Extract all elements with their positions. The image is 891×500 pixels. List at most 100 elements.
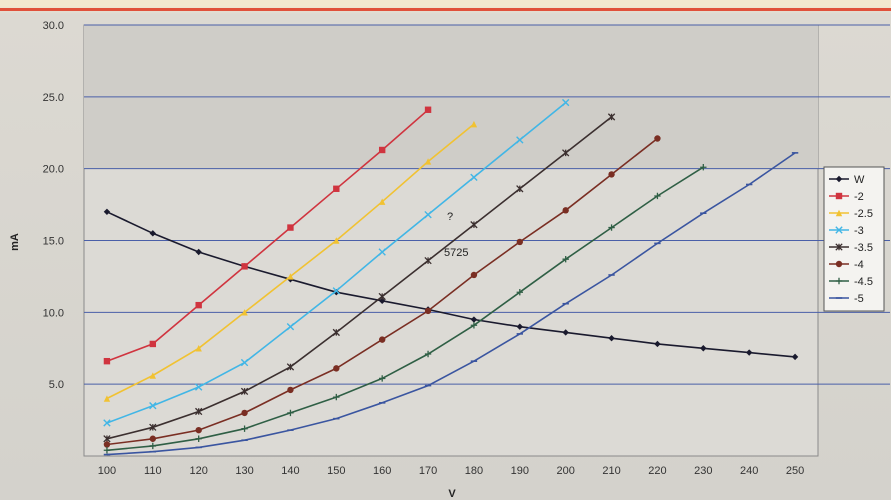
legend-item: -2.5	[829, 208, 873, 220]
x-tick-label: 190	[511, 465, 529, 477]
data-point	[240, 387, 249, 396]
x-tick-label: 110	[144, 465, 162, 477]
legend-marker	[835, 277, 843, 285]
data-point	[195, 407, 203, 416]
data-point	[333, 393, 340, 401]
data-point	[286, 363, 295, 371]
data-point	[333, 365, 340, 372]
legend-item: W	[829, 174, 865, 186]
data-point	[195, 435, 202, 442]
series--2	[103, 106, 432, 365]
data-point	[241, 425, 248, 432]
legend-item: -4.5	[829, 276, 873, 288]
data-point	[562, 207, 569, 214]
data-point	[149, 423, 157, 431]
series-line	[106, 166, 704, 452]
data-point	[149, 372, 157, 379]
legend-label: -2	[854, 191, 864, 203]
data-point	[470, 221, 478, 229]
data-point	[378, 375, 386, 382]
legend-marker	[835, 226, 843, 234]
data-point	[195, 426, 202, 434]
x-axis-label: V	[448, 488, 456, 500]
series--5	[103, 152, 799, 456]
data-point	[470, 316, 478, 323]
data-point	[194, 383, 203, 391]
x-tick-label: 100	[98, 465, 116, 477]
data-point	[287, 409, 294, 417]
data-point	[424, 350, 432, 358]
data-point	[516, 238, 524, 246]
x-tick-label: 240	[740, 465, 758, 477]
legend-item: -4	[829, 259, 864, 271]
data-point	[516, 185, 524, 193]
legend-marker	[835, 243, 843, 251]
data-point	[378, 198, 386, 205]
y-tick-labels: 5.0 10.0 15.0 20.0 25.0 30.0	[43, 20, 64, 391]
legend: W -2 -2.5 -3 -3.5 -4 -4.5 -5	[823, 166, 885, 312]
data-point	[424, 256, 432, 265]
x-tick-label: 120	[190, 465, 208, 477]
data-point	[424, 307, 432, 315]
annotation-5725: 5725	[444, 247, 468, 259]
data-point	[149, 442, 157, 450]
data-point	[516, 136, 524, 144]
data-point	[424, 210, 432, 219]
y-tick-label: 25.0	[43, 92, 64, 104]
data-point	[149, 340, 157, 348]
data-point	[149, 230, 157, 237]
legend-label: -4	[854, 259, 864, 271]
y-tick-label: 10.0	[43, 307, 64, 319]
data-point	[195, 301, 202, 309]
data-point	[195, 248, 202, 256]
data-point	[700, 164, 707, 171]
data-point	[745, 349, 753, 356]
grid	[84, 24, 890, 385]
legend-label: W	[854, 174, 865, 186]
data-point	[103, 357, 111, 365]
legend-marker	[835, 260, 843, 268]
data-point	[562, 329, 569, 336]
legend-label: -2.5	[854, 208, 873, 220]
legend-marker	[835, 175, 843, 183]
data-point	[149, 402, 157, 410]
data-point	[516, 289, 524, 296]
data-point	[103, 208, 111, 215]
data-point	[654, 135, 661, 142]
data-point	[654, 192, 661, 200]
x-tick-label: 130	[235, 465, 253, 477]
x-tick-label: 220	[648, 465, 666, 477]
data-point	[103, 395, 111, 402]
data-point	[241, 409, 248, 417]
data-point	[332, 328, 340, 337]
legend-marker	[835, 192, 843, 200]
legend-item: -3.5	[829, 242, 873, 254]
x-tick-label: 230	[694, 465, 712, 477]
x-tick-label: 160	[373, 465, 391, 477]
x-tick-label: 170	[419, 465, 437, 477]
x-tick-label: 180	[465, 465, 483, 477]
legend-label: -3	[854, 225, 864, 237]
data-point	[654, 340, 661, 348]
series--4	[103, 135, 661, 448]
data-point	[333, 185, 340, 192]
data-point	[103, 419, 111, 427]
data-point	[562, 255, 569, 263]
series--2.5	[103, 120, 478, 402]
data-point	[791, 353, 799, 361]
legend-item: -2	[829, 191, 864, 203]
data-point	[287, 224, 294, 231]
data-point	[470, 173, 478, 181]
data-point	[103, 435, 111, 443]
data-point	[424, 106, 432, 113]
y-tick-label: 30.0	[43, 20, 64, 32]
series--3	[103, 98, 570, 427]
data-point	[470, 120, 478, 128]
data-point	[333, 237, 340, 244]
data-point	[516, 323, 524, 330]
data-point	[287, 273, 294, 280]
data-point	[287, 386, 294, 394]
data-point	[332, 287, 341, 295]
data-point	[241, 263, 248, 270]
